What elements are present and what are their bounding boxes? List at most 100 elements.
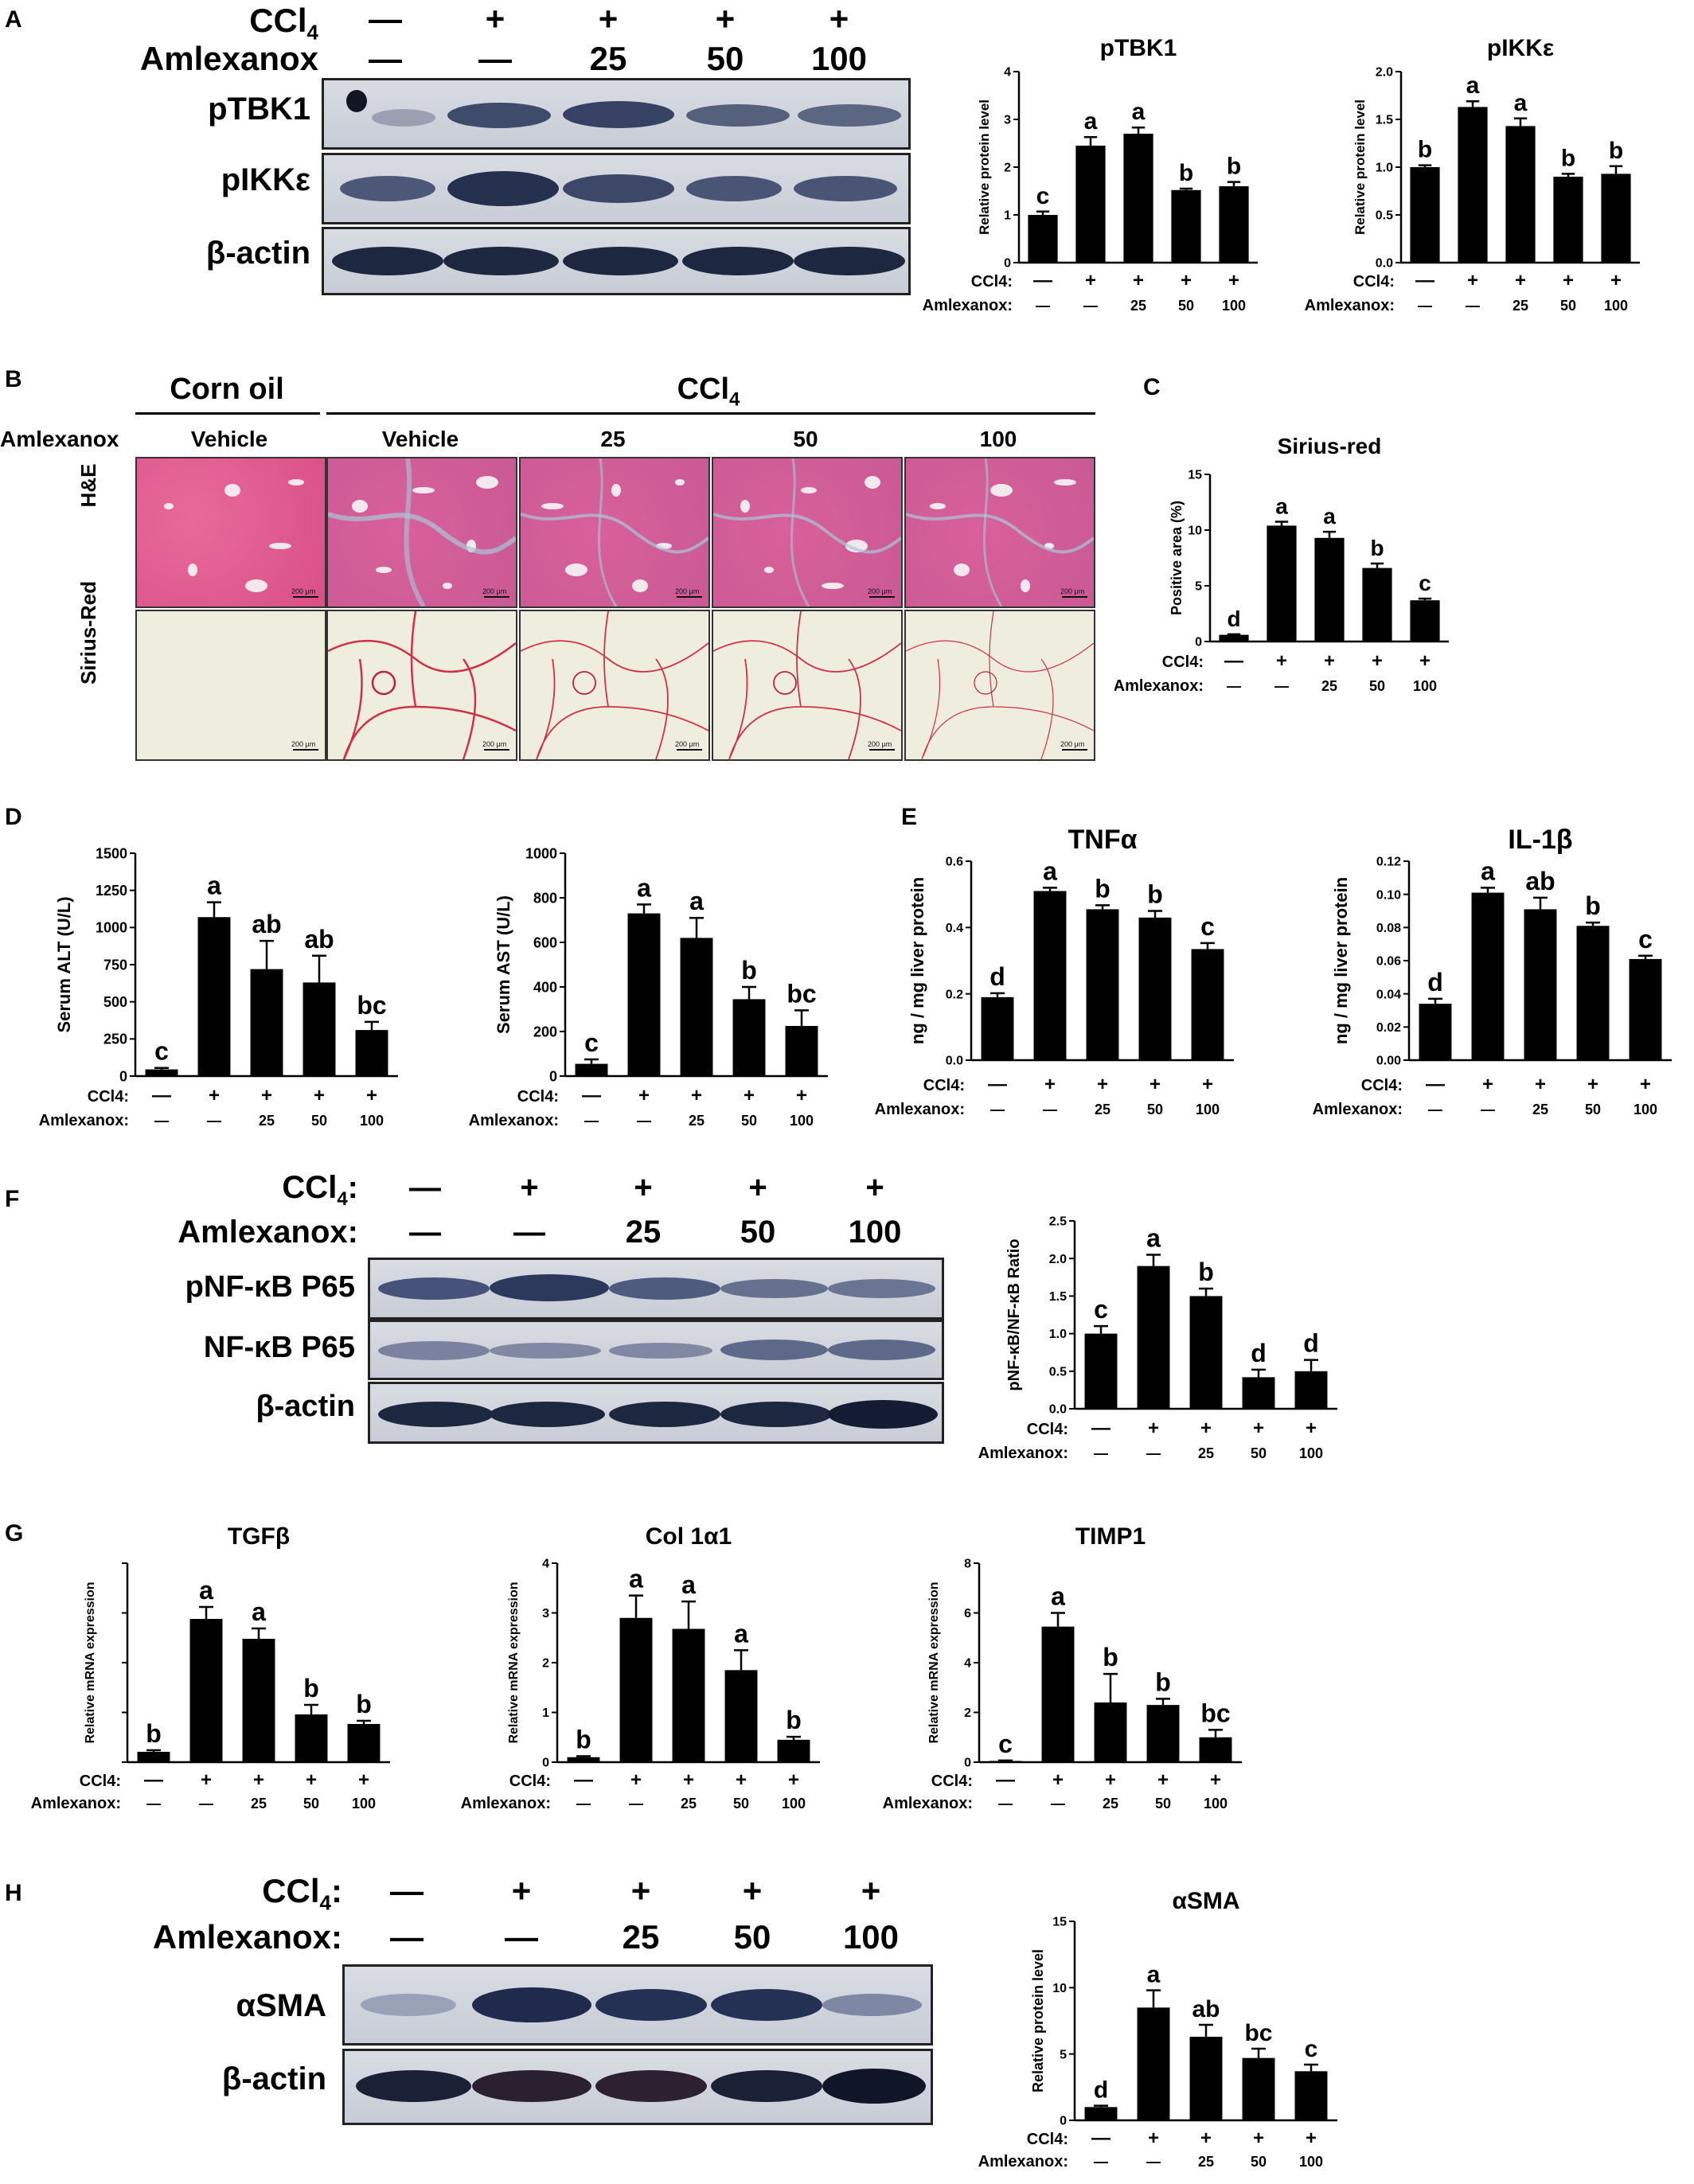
- x-amlexanox-asma-3: 25: [1198, 2154, 1214, 2170]
- x-ccl4-pIKKe-3: +: [1515, 270, 1526, 291]
- x-amlexanox-label-il1b: Amlexanox:: [1313, 1101, 1403, 1118]
- x-ccl4-label-timp1: CCl4:: [931, 1773, 973, 1790]
- bar-tnfa-1: [981, 996, 1014, 1060]
- y-tick-label-col1a1: 3: [542, 1607, 549, 1620]
- scale-bar-label: 200 μm: [868, 587, 892, 595]
- blot-label-actin-f: β-actin: [256, 1390, 355, 1423]
- bar-timp1-2: [1041, 1626, 1075, 1762]
- ccl4-cond-a-5: +: [829, 0, 849, 37]
- y-tick-label-nfkb: 0.0: [1049, 1403, 1067, 1417]
- ccl4-cond-a-1: —: [369, 0, 402, 37]
- sig-letter-nfkb-5: d: [1303, 1329, 1319, 1358]
- x-amlexanox-sirius-2: —: [1274, 678, 1289, 694]
- bar-il1b-3: [1524, 909, 1557, 1060]
- amlexanox-cond-f-3: 25: [625, 1215, 662, 1250]
- sig-letter-alt-5: bc: [357, 991, 386, 1020]
- amlexanox-cond-a-3: 25: [589, 40, 627, 77]
- blot-label-asma: αSMA: [236, 1988, 326, 2023]
- amlexanox-cond-h-4: 50: [733, 1918, 771, 1956]
- x-ccl4-timp1-3: +: [1105, 1769, 1116, 1791]
- sig-letter-alt-4: ab: [304, 925, 334, 954]
- y-tick-label-timp1: 2: [964, 1706, 971, 1720]
- x-ccl4-tgfb-4: +: [306, 1769, 317, 1791]
- y-tick-label-pIKKe: 0.0: [1376, 257, 1393, 271]
- panel-letter-f: F: [5, 1186, 20, 1212]
- sig-letter-nfkb-2: a: [1146, 1223, 1161, 1252]
- x-ccl4-ast-2: +: [638, 1085, 650, 1106]
- bar-alt-2: [197, 917, 231, 1076]
- x-amlexanox-timp1-5: 100: [1204, 1796, 1228, 1812]
- histo-col-label-5: 100: [979, 427, 1017, 451]
- sig-letter-col1a1-5: b: [786, 1706, 802, 1734]
- x-amlexanox-timp1-3: 25: [1103, 1796, 1118, 1812]
- y-tick-label-pTBK1: 2: [1004, 162, 1011, 175]
- x-amlexanox-ast-3: 25: [689, 1113, 705, 1129]
- chart-pikke: pIKKε 0.0 0.5 1.0 1.5 2.0 Relative protein lev…: [1305, 35, 1640, 314]
- sig-letter-alt-3: ab: [252, 910, 281, 938]
- x-amlexanox-alt-3: 25: [259, 1113, 275, 1129]
- bar-sirius-4: [1362, 567, 1392, 642]
- sig-letter-pTBK1-1: c: [1036, 183, 1050, 209]
- x-ccl4-pTBK1-5: +: [1228, 270, 1239, 291]
- sig-letter-nfkb-1: c: [1094, 1295, 1108, 1324]
- bar-nfkb-3: [1189, 1296, 1223, 1409]
- y-tick-label-alt: 1250: [96, 883, 127, 899]
- sig-letter-tnfa-1: d: [989, 962, 1005, 991]
- x-ccl4-asma-3: +: [1200, 2127, 1212, 2149]
- x-amlexanox-label-tgfb: Amlexanox:: [31, 1795, 121, 1812]
- sig-letter-ast-4: b: [741, 956, 757, 985]
- x-amlexanox-pTBK1-3: 25: [1130, 298, 1146, 314]
- x-ccl4-pTBK1-1: —: [1033, 270, 1052, 291]
- y-axis-label-sirius: Positive area (%): [1169, 501, 1185, 615]
- x-ccl4-pIKKe-2: +: [1467, 270, 1478, 291]
- chart-tnfa: TNFα 0.0 0.2 0.4 0.6 ng / mg liver protein d a b…: [875, 825, 1234, 1118]
- bar-pIKKe-4: [1553, 177, 1583, 263]
- scale-bar-label: 200 μm: [291, 587, 315, 595]
- x-ccl4-label-il1b: CCl4:: [1361, 1077, 1403, 1094]
- blot-h-amlexanox-label: Amlexanox:: [152, 1918, 342, 1956]
- x-ccl4-label-pIKKe: CCl4:: [1353, 273, 1395, 291]
- amlexanox-cond-h-1: —: [390, 1918, 424, 1956]
- blot-label-nfkb: NF-κB P65: [203, 1331, 355, 1364]
- chart-title-pTBK1: pTBK1: [1100, 35, 1177, 61]
- sig-letter-pIKKe-3: a: [1514, 90, 1528, 116]
- bar-timp1-3: [1094, 1702, 1127, 1762]
- x-amlexanox-tnfa-2: —: [1043, 1102, 1057, 1117]
- y-tick-label-il1b: 0.00: [1376, 1055, 1401, 1068]
- x-amlexanox-col1a1-5: 100: [782, 1796, 806, 1812]
- bar-alt-1: [145, 1069, 178, 1076]
- x-ccl4-il1b-2: +: [1482, 1074, 1493, 1095]
- y-tick-label-tnfa: 0.0: [946, 1055, 963, 1068]
- amlexanox-cond-h-5: 100: [842, 1918, 900, 1956]
- y-tick-label-pIKKe: 2.0: [1376, 66, 1393, 80]
- sig-letter-pIKKe-2: a: [1466, 72, 1480, 99]
- x-amlexanox-alt-2: —: [207, 1113, 221, 1129]
- x-ccl4-il1b-1: —: [1426, 1074, 1445, 1095]
- histo-image-sr-3: 200 μm: [519, 610, 710, 761]
- y-tick-label-pIKKe: 1.0: [1376, 162, 1393, 175]
- amlexanox-cond-h-3: 25: [622, 1918, 660, 1956]
- x-amlexanox-nfkb-1: —: [1094, 1445, 1108, 1461]
- panel-letter-e: E: [901, 804, 918, 830]
- amlexanox-cond-f-4: 50: [740, 1215, 776, 1250]
- bar-pTBK1-1: [1028, 215, 1058, 263]
- y-tick-label-nfkb: 1.0: [1049, 1328, 1067, 1341]
- x-ccl4-pIKKe-4: +: [1563, 270, 1574, 291]
- y-tick-label-alt: 1000: [96, 920, 127, 936]
- y-tick-label-pTBK1: 3: [1004, 114, 1011, 127]
- y-tick-label-alt: 750: [103, 957, 127, 973]
- sig-letter-tnfa-2: a: [1043, 856, 1057, 885]
- y-tick-label-il1b: 0.06: [1376, 955, 1401, 969]
- sig-letter-col1a1-1: b: [576, 1726, 591, 1754]
- x-ccl4-col1a1-3: +: [683, 1769, 694, 1791]
- x-amlexanox-label-asma: Amlexanox:: [978, 2153, 1068, 2170]
- x-amlexanox-alt-5: 100: [360, 1113, 384, 1129]
- x-ccl4-label-pTBK1: CCl4:: [971, 273, 1013, 291]
- bar-col1a1-1: [567, 1757, 600, 1762]
- x-ccl4-timp1-2: +: [1052, 1769, 1064, 1791]
- y-axis-label-tnfa: ng / mg liver protein: [908, 877, 927, 1044]
- bar-asma-3: [1189, 2037, 1223, 2120]
- bar-col1a1-3: [672, 1628, 705, 1762]
- chart-ast: 0 200 400 600 800 1000 Serum AST (U/L) c a a bbc CC…: [469, 845, 828, 1129]
- amlexanox-cond-a-4: 50: [706, 40, 744, 77]
